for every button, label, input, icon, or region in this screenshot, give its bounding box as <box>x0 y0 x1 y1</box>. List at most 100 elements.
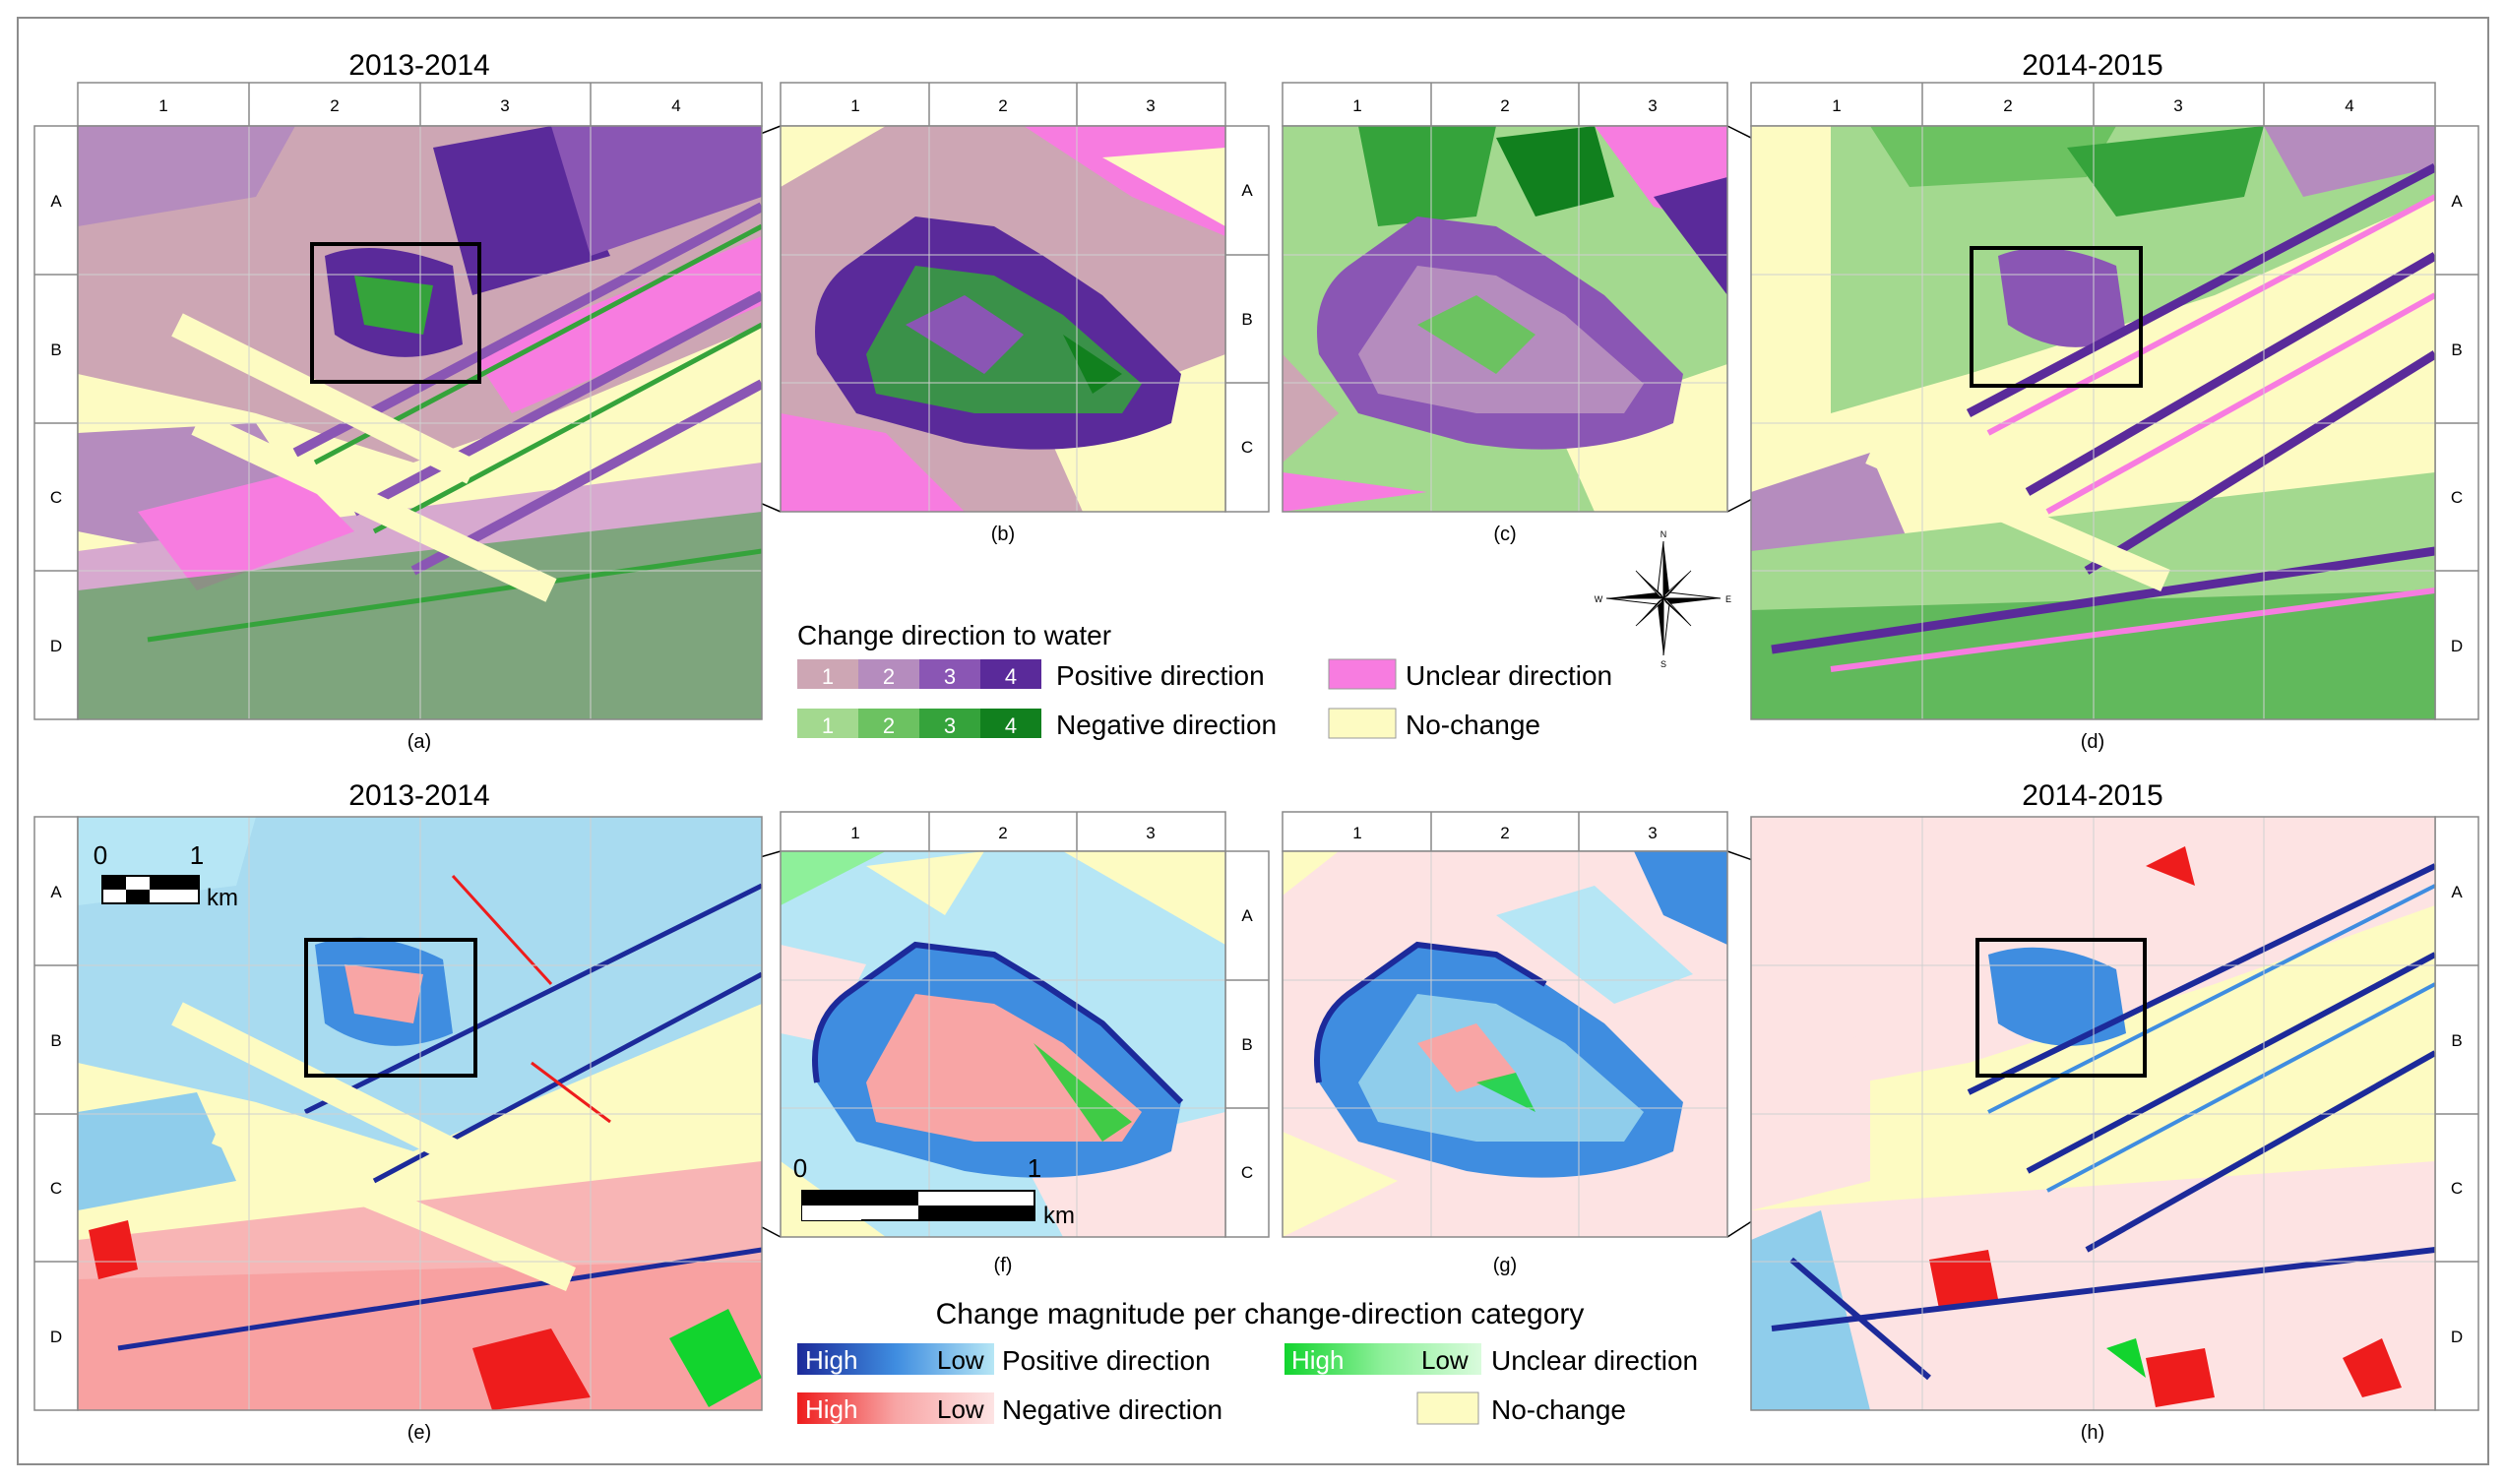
panel-d-gridlines <box>1751 126 2435 719</box>
panel-c-col-1: 1 <box>1352 96 1361 115</box>
legend-neg-class-3: 3 <box>944 713 956 738</box>
caption-f: (f) <box>994 1255 1013 1276</box>
panel-e-scale-end: 1 <box>190 840 204 870</box>
panel-a-row-a: A <box>50 192 62 211</box>
panel-c-gridlines <box>1283 126 1727 512</box>
panel-a-col-3: 3 <box>500 96 509 115</box>
compass-s: S <box>1660 659 1666 669</box>
panel-b-border <box>780 125 1226 513</box>
panel-a-border <box>77 125 763 720</box>
panel-g-grid-ticks <box>1430 812 1580 851</box>
panel-h-title: 2014-2015 <box>2022 779 2162 812</box>
caption-c: (c) <box>1493 524 1516 545</box>
legend-mag-negative-low: Low <box>937 1394 984 1424</box>
panel-f-scale-start: 0 <box>793 1153 807 1183</box>
legend-direction: Change direction to water 1 2 3 4 Positi… <box>797 620 1612 740</box>
legend-pos-swatch-4 <box>980 659 1041 689</box>
caption-e: (e) <box>407 1422 431 1444</box>
legend-pos-swatch-3 <box>919 659 980 689</box>
panel-e-border <box>77 816 763 1411</box>
legend-magnitude: Change magnitude per change-direction ca… <box>797 1298 1698 1425</box>
panel-d-border <box>1750 125 2436 720</box>
panel-a-row-d: D <box>50 637 62 655</box>
panel-h-row-d: D <box>2451 1328 2463 1346</box>
legend-mag-positive-low: Low <box>937 1345 984 1375</box>
panel-h-row-c: C <box>2451 1179 2463 1198</box>
caption-a: (a) <box>407 731 431 753</box>
panel-f-gridlines <box>781 851 1225 1237</box>
north-arrow-icon: N S E W <box>1595 529 1731 669</box>
legend-neg-class-1: 1 <box>822 713 834 738</box>
panel-b-gridlines <box>781 126 1225 512</box>
panel-h-zoom-box <box>1975 938 2147 1078</box>
legend-unclear-label: Unclear direction <box>1406 660 1612 691</box>
legend-mag-positive-high: High <box>805 1345 857 1375</box>
panel-a-col-2: 2 <box>330 96 339 115</box>
panel-a-col-4: 4 <box>671 96 680 115</box>
panel-h-grid-ticks <box>2435 964 2478 1263</box>
panel-f-grid-ticks <box>928 812 1269 1109</box>
panel-f-row-c: C <box>1241 1163 1253 1182</box>
panel-d-row-d: D <box>2451 637 2463 655</box>
panel-f-row-b: B <box>1241 1035 1252 1054</box>
panel-d-grid-ticks <box>1921 83 2478 572</box>
legend-mag-unclear-low: Low <box>1421 1345 1469 1375</box>
legend-pos-class-1: 1 <box>822 664 834 689</box>
panel-d-col-3: 3 <box>2173 96 2182 115</box>
panel-h-gridlines <box>1751 817 2435 1410</box>
panel-d-row-a: A <box>2451 192 2463 211</box>
caption-d: (d) <box>2081 731 2104 753</box>
panel-f-border <box>780 850 1226 1238</box>
legend-mag-negative-high: High <box>805 1394 857 1424</box>
panel-d-col-1: 1 <box>1832 96 1841 115</box>
panel-f-scale-end: 1 <box>1028 1153 1041 1183</box>
legend-neg-swatch-1 <box>797 709 858 738</box>
panel-d-zoom-box <box>1970 246 2143 388</box>
panel-d-col-4: 4 <box>2345 96 2353 115</box>
panel-g-col-2: 2 <box>1500 824 1509 842</box>
panel-a-zoom-box <box>310 242 481 384</box>
panel-f-col-3: 3 <box>1146 824 1155 842</box>
panel-e-row-c: C <box>50 1179 62 1198</box>
compass-n: N <box>1660 529 1667 539</box>
panel-a-col-1: 1 <box>158 96 167 115</box>
panel-a-gridlines <box>78 126 762 719</box>
panel-c-grid-ticks <box>1430 83 1580 126</box>
panel-d-col-2: 2 <box>2003 96 2012 115</box>
panel-b-map <box>781 126 1225 512</box>
panel-h-row-b: B <box>2451 1031 2462 1050</box>
legend-neg-swatch-4 <box>980 709 1041 738</box>
panel-a-row-c: C <box>50 488 62 507</box>
panel-d-title: 2014-2015 <box>2022 49 2162 82</box>
panel-b-row-c: C <box>1241 438 1253 457</box>
caption-g: (g) <box>1493 1255 1517 1276</box>
caption-b: (b) <box>991 524 1015 545</box>
panel-b-col-3: 3 <box>1146 96 1155 115</box>
legend-nochange-label: No-change <box>1406 710 1540 740</box>
panel-e-row-a: A <box>50 883 62 901</box>
panel-e-zoom-box <box>304 938 477 1078</box>
panel-e-row-b: B <box>50 1031 61 1050</box>
panel-f-scalebar: 0 1 km <box>793 1153 1075 1229</box>
legend-pos-swatch-2 <box>858 659 919 689</box>
panel-b-grid-ticks <box>928 83 1269 384</box>
panel-b-row-b: B <box>1241 310 1252 329</box>
caption-h: (h) <box>2081 1422 2104 1444</box>
panel-a-title: 2013-2014 <box>348 49 489 82</box>
legend-negative-label: Negative direction <box>1056 710 1277 740</box>
panel-a-row-b: B <box>50 340 61 359</box>
panel-f-map <box>781 851 1225 1237</box>
panel-e-title: 2013-2014 <box>348 779 489 812</box>
panel-f-row-a: A <box>1241 906 1253 925</box>
panel-g-border <box>1282 850 1728 1238</box>
panel-c-col-3: 3 <box>1648 96 1657 115</box>
panel-e-scalebar: 0 1 km <box>94 840 238 911</box>
panel-h-row-a: A <box>2451 883 2463 901</box>
legend-magnitude-title: Change magnitude per change-direction ca… <box>936 1298 1585 1330</box>
panel-a-grid-ticks <box>34 83 592 572</box>
legend-neg-swatch-3 <box>919 709 980 738</box>
panel-b-col-1: 1 <box>850 96 859 115</box>
panel-b-row-a: A <box>1241 181 1253 200</box>
legend-pos-class-2: 2 <box>883 664 895 689</box>
